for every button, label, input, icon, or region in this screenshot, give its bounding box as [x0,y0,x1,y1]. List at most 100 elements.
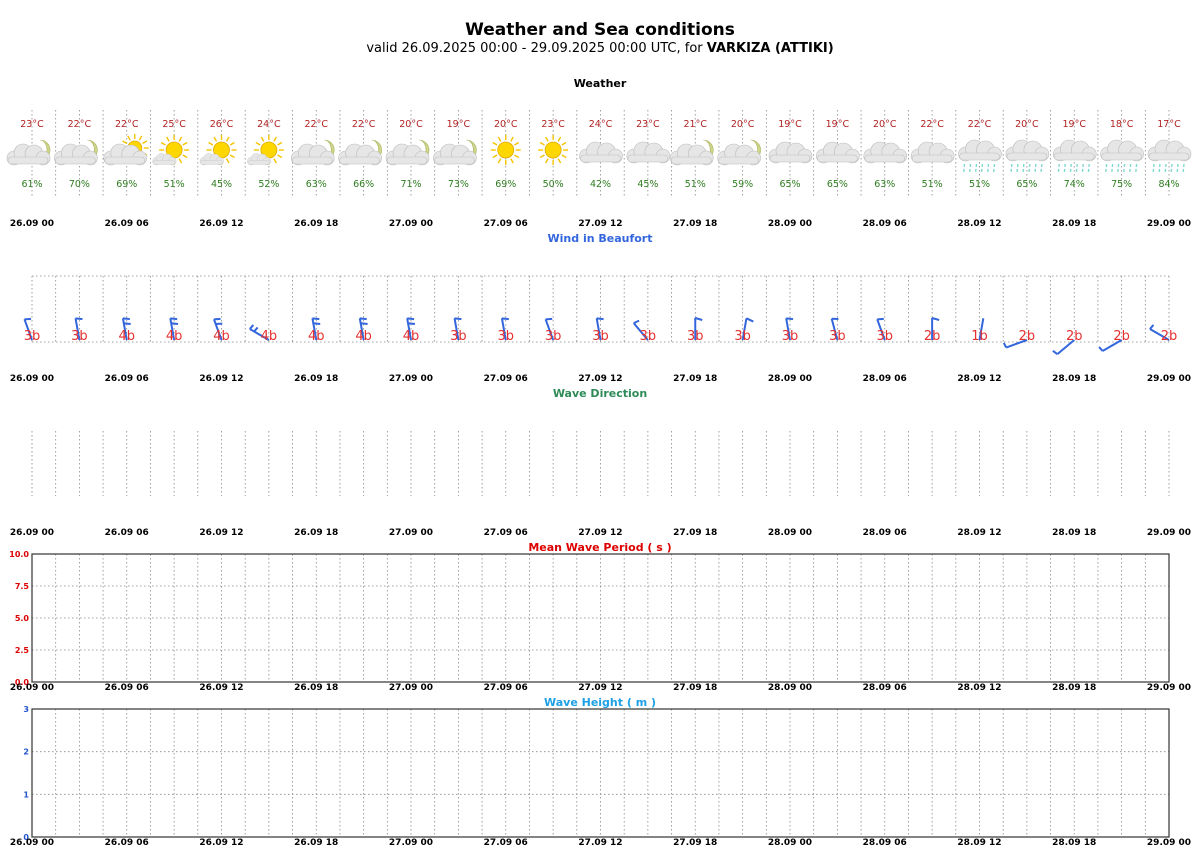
wind-barb [74,317,83,341]
humidity-label: 51% [164,179,185,190]
time-tick-label: 28.09 06 [863,528,907,538]
wind-barb-staff [876,318,886,341]
cloud-icon [1147,139,1192,162]
humidity-label: 74% [1064,179,1085,190]
beaufort-label: 2b [1161,329,1178,344]
cloud-moon-icon [433,139,477,166]
time-tick-label: 27.09 06 [484,374,528,384]
time-tick-label: 26.09 12 [199,219,243,229]
wind-barb [213,317,223,341]
wind-barb [978,318,985,341]
temperature-label: 23°C [20,119,44,130]
sun-ray [142,140,148,145]
sun-ray [539,141,545,146]
humidity-label: 52% [258,179,279,190]
temperature-label: 24°C [589,119,613,130]
beaufort-label: 3b [687,329,704,344]
sun-icon [152,135,190,166]
wind-barb [121,317,131,341]
cloud-base [291,156,333,165]
cloud-rain-icon [1005,139,1050,175]
wind-barb-staff [311,318,318,341]
time-tick-label: 26.09 18 [294,683,338,693]
sun-ray [273,136,277,142]
sun-ray [208,141,214,146]
beaufort-label: 3b [592,329,609,344]
sun-ray [497,158,502,164]
cloud-base [670,156,712,165]
humidity-label: 65% [779,179,800,190]
wind-barb-feather [786,317,794,321]
temperature-label: 24°C [257,119,281,130]
wind-panel: 3b 3b 4b 4b 4b 4b 4b 4b 4b 3b 3b 3b 3b 3b 3b 3b 3b 3b 3b 2b… [10,275,1191,384]
cloud-base [339,156,380,165]
humidity-label: 69% [116,179,137,190]
wind-barb-feather [694,317,703,321]
time-tick-label: 28.09 06 [863,838,907,848]
cloud-icon [816,141,860,164]
sun-ray [510,136,514,142]
temperature-label: 19°C [447,119,471,130]
wind-barb-feather [123,322,131,326]
sun-ray [557,158,562,164]
time-tick-label: 26.09 06 [105,528,149,538]
cloud-icon [579,141,623,164]
wind-barb-feather [249,324,255,330]
wind-barb-staff [121,318,128,341]
time-tick-label: 29.09 00 [1147,838,1191,848]
cloud-icon [669,143,714,166]
temperature-label: 21°C [684,119,708,130]
cloud-rain-icon [1147,139,1192,175]
temperature-label: 19°C [778,119,802,130]
rain-drop [1069,163,1072,175]
sun-ray [277,154,283,159]
sun-ray [260,136,265,142]
rain-drop [968,163,972,175]
wind-barb-staff [595,318,602,341]
wind-barb [169,317,179,341]
rain-drop [1134,163,1138,175]
page-subtitle: valid 26.09.2025 00:00 - 29.09.2025 00:0… [0,41,1200,56]
sun-ray [561,141,567,146]
wind-barb [632,319,649,341]
sun-ray [229,154,235,159]
cloud-base [152,160,176,165]
beaufort-label: 3b [545,329,562,344]
wind-barb-feather [1052,349,1058,355]
time-tick-label: 28.09 00 [768,374,812,384]
wind-barb [1098,339,1123,352]
sun-ray [561,154,567,159]
cloud-icon [579,141,623,164]
cloud-icon [1005,139,1050,162]
rain-drop [1110,163,1114,175]
cloud-base [1101,152,1142,161]
wind-barb [406,317,416,341]
cloud-base [817,154,858,163]
wind-barb-staff [74,318,81,341]
cloud-rain-icon [1052,139,1097,175]
rain-drop [1040,163,1043,175]
time-tick-label: 26.09 00 [10,528,54,538]
wind-barb-feather [746,317,754,323]
cloud-icon [816,141,860,164]
time-tick-label: 27.09 12 [578,219,622,229]
wind-barb-staff [169,318,176,341]
wind-barb-feather [633,319,640,325]
wind-barb [741,317,754,341]
cloud-base [769,154,811,163]
wind-barb [595,317,604,341]
sun-icon [490,135,521,165]
sun-ray [539,154,545,159]
cloud-base [1053,152,1095,161]
wave-height-panel-title: Wave Height ( m ) [544,696,656,709]
wind-barb-feather [122,317,130,321]
time-tick-label: 28.09 18 [1052,219,1096,229]
time-tick-label: 26.09 00 [10,683,54,693]
humidity-label: 61% [21,179,42,190]
sun-icon [247,135,284,166]
cloud-icon [717,143,761,166]
time-tick-label: 27.09 00 [389,838,433,848]
time-tick-label: 27.09 12 [578,374,622,384]
location-name: VARKIZA (ATTIKI) [706,41,834,56]
wind-barb-feather [1149,324,1155,330]
